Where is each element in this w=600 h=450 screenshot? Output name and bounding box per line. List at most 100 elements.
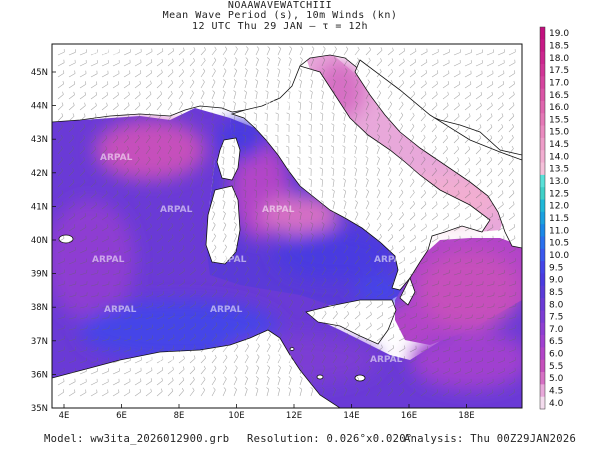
wind-barb-flag	[235, 244, 238, 247]
wind-barb	[464, 62, 472, 67]
wind-barb	[321, 103, 324, 111]
wind-barb	[299, 213, 302, 221]
wind-barb-flag	[400, 145, 403, 149]
wind-barb-flag	[333, 387, 336, 390]
wind-barb	[101, 261, 109, 265]
wind-barb-flag	[480, 91, 482, 95]
wind-barb-flag	[190, 156, 193, 159]
wind-barb	[332, 70, 337, 78]
wind-barb	[310, 224, 314, 232]
wind-barb-flag	[502, 102, 504, 106]
wind-barb	[497, 338, 505, 342]
wind-barb-flag	[391, 234, 394, 238]
colorbar-swatch	[540, 113, 545, 127]
wind-barb-flag	[501, 168, 504, 172]
wind-barb	[376, 270, 383, 276]
wind-barb	[112, 52, 120, 56]
wind-barb	[420, 271, 428, 276]
wind-barb	[255, 190, 257, 199]
wind-barb-flag	[289, 354, 293, 357]
wind-barb-flag	[138, 201, 141, 205]
wind-barb	[398, 293, 406, 298]
wind-barb-flag	[346, 332, 349, 336]
colorbar-label: 16.0	[549, 103, 569, 113]
wind-barb-flag	[263, 145, 268, 148]
wind-barb	[167, 147, 172, 155]
wind-barb	[68, 73, 76, 78]
wind-barb	[420, 203, 427, 210]
wind-barb	[57, 338, 65, 342]
wind-barb-flag	[389, 101, 393, 105]
wind-barb	[244, 103, 247, 111]
wind-barb	[431, 62, 439, 67]
wind-barb-flag	[151, 59, 153, 63]
wind-barb	[145, 260, 153, 265]
wind-barb	[497, 238, 505, 243]
wind-barb-flag	[379, 79, 382, 83]
wind-barb	[145, 137, 151, 144]
wind-barb-flag	[192, 68, 195, 72]
wind-barb-flag	[435, 178, 437, 182]
lat-label: 44N	[31, 102, 48, 112]
wind-barb	[101, 328, 109, 331]
wind-barb-flag	[471, 325, 473, 329]
wind-barb-flag	[300, 46, 304, 49]
wind-barb-flag	[211, 189, 215, 192]
wind-barb-flag	[354, 101, 358, 104]
wind-barb	[431, 338, 439, 342]
wind-barb-flag	[225, 354, 228, 358]
wind-barb-flag	[457, 179, 460, 183]
wind-barb-flag	[448, 389, 450, 393]
wind-barb-flag	[183, 344, 185, 348]
wind-barb-flag	[180, 178, 183, 181]
wind-barb-flag	[256, 46, 260, 49]
wind-barb	[200, 314, 207, 320]
wind-barb-flag	[181, 211, 184, 215]
wind-barb	[288, 48, 293, 56]
wind-barb-flag	[212, 211, 216, 214]
wind-barb	[409, 271, 417, 276]
wind-barb	[486, 148, 493, 155]
wind-barb	[178, 336, 186, 342]
wind-barb-flag	[345, 244, 348, 248]
wind-barb	[255, 356, 260, 364]
wind-barb	[321, 291, 327, 298]
wind-barb	[178, 281, 185, 287]
wind-barb-flag	[342, 167, 346, 170]
wind-barb-flag	[469, 190, 471, 194]
wind-barb-flag	[490, 113, 493, 117]
wind-barb-flag	[72, 168, 75, 172]
wind-barb-flag	[400, 156, 403, 160]
wind-barb-flag	[459, 224, 461, 228]
wind-barb	[497, 226, 505, 232]
wind-barb-flag	[105, 124, 108, 128]
wind-barb-flag	[367, 79, 370, 83]
wind-barb-flag	[324, 299, 327, 303]
wind-barb-flag	[287, 79, 291, 82]
wind-barb-flag	[274, 167, 279, 170]
wind-barb	[288, 389, 292, 397]
wind-barb	[101, 94, 108, 100]
wind-barb-flag	[200, 123, 204, 126]
wind-barb	[409, 293, 417, 298]
wind-barb	[211, 291, 218, 298]
wind-barb	[233, 103, 236, 111]
wind-barb-flag	[434, 134, 437, 138]
wind-barb	[453, 392, 461, 397]
wind-barb-flag	[215, 333, 218, 337]
wind-barb	[222, 389, 227, 397]
wind-barb	[354, 60, 360, 67]
wind-barb	[244, 367, 249, 375]
wind-barb	[299, 302, 305, 309]
wind-barb	[200, 247, 206, 254]
wind-barb	[178, 293, 186, 298]
wind-barb-flag	[116, 146, 119, 150]
wind-barb	[310, 367, 315, 375]
wind-barb-flag	[511, 167, 514, 171]
wind-barb	[255, 257, 260, 265]
wind-barb-flag	[192, 233, 195, 237]
wind-barb-flag	[289, 255, 293, 258]
wind-barb	[475, 328, 483, 331]
wind-barb-flag	[286, 178, 290, 181]
wind-barb	[123, 204, 130, 210]
